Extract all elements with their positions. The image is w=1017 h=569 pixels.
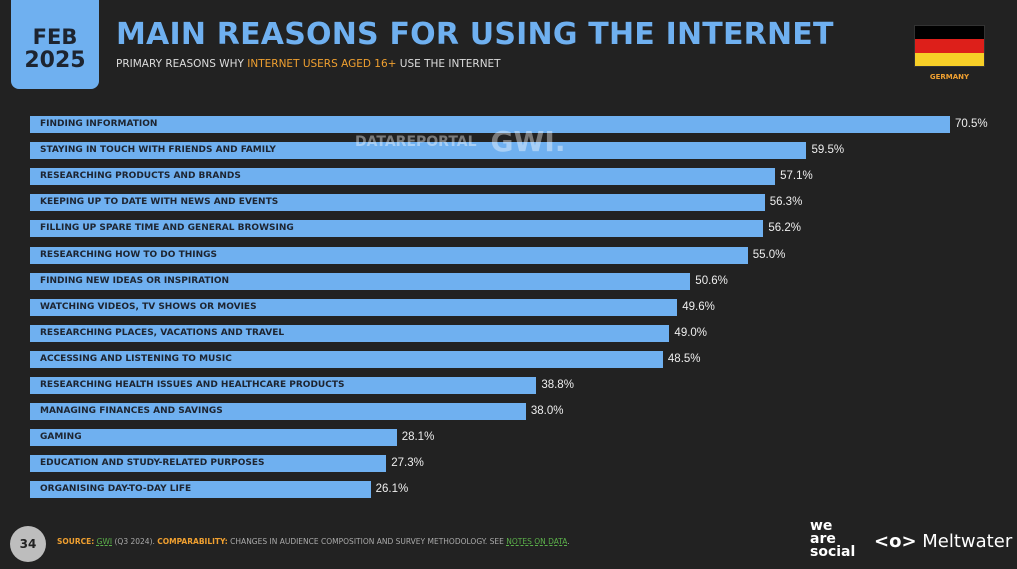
value-label: 38.0% [530, 405, 564, 418]
bar-label: ACCESSING AND LISTENING TO MUSIC [40, 353, 232, 364]
meltwater-logo: <o> Meltwater [874, 531, 1012, 552]
country-label: GERMANY [929, 73, 970, 81]
notes-on-data-link[interactable]: NOTES ON DATA [506, 537, 568, 546]
bar [30, 168, 776, 186]
bar-label: KEEPING UP TO DATE WITH NEWS AND EVENTS [40, 197, 279, 208]
bar [30, 429, 397, 447]
value-label: 49.6% [682, 300, 715, 313]
value-label: 49.0% [674, 326, 708, 339]
bar-label: RESEARCHING PRODUCTS AND BRANDS [40, 171, 241, 182]
source-link[interactable]: GWI [96, 537, 113, 546]
bar [30, 246, 748, 264]
page-subtitle: PRIMARY REASONS WHY INTERNET USERS AGED … [116, 58, 501, 70]
value-label: 50.6% [695, 274, 728, 287]
bar-label: FINDING NEW IDEAS OR INSPIRATION [40, 275, 230, 286]
value-label: 38.8% [541, 379, 574, 391]
bar [30, 116, 950, 133]
bar [30, 377, 537, 394]
value-label: 56.3% [769, 196, 803, 209]
page-title: MAIN REASONS FOR USING THE INTERNET [116, 17, 834, 52]
footer-source: SOURCE: GWI (Q3 2024). COMPARABILITY: CH… [57, 537, 570, 546]
bar-label: RESEARCHING HEALTH ISSUES AND HEALTHCARE… [40, 380, 345, 390]
bar-label: RESEARCHING HOW TO DO THINGS [40, 249, 217, 260]
logo-are: are [810, 531, 836, 547]
subtitle-highlight: INTERNET USERS AGED 16+ [247, 58, 397, 70]
bar-label: EDUCATION AND STUDY-RELATED PURPOSES [40, 458, 265, 469]
date-month: FEB [32, 25, 78, 49]
comparability-text: CHANGES IN AUDIENCE COMPOSITION AND SURV… [227, 537, 507, 546]
date-year: 2025 [24, 48, 86, 73]
footer-end: . [567, 537, 570, 546]
bar-label: FINDING INFORMATION [40, 119, 158, 129]
value-label: 56.2% [768, 222, 801, 235]
we-are-social-logo: we are social [810, 518, 856, 560]
logo-social: social [810, 544, 856, 560]
bar [30, 142, 807, 160]
bar [30, 324, 670, 342]
value-label: 57.1% [780, 170, 813, 183]
value-label: 55.0% [752, 248, 786, 261]
logo-we: we [810, 518, 833, 534]
page-number: 34 [10, 526, 46, 562]
meltwater-icon: <o> [874, 531, 917, 552]
bar-label: ORGANISING DAY-TO-DAY LIFE [40, 484, 192, 495]
value-label: 27.3% [391, 457, 424, 470]
subtitle-post: USE THE INTERNET [396, 58, 501, 70]
value-label: 28.1% [401, 431, 435, 444]
bar [30, 194, 765, 212]
bar-label: FILLING UP SPARE TIME AND GENERAL BROWSI… [40, 223, 294, 234]
bar [30, 455, 387, 473]
value-label: 48.5% [667, 352, 701, 365]
meltwater-text: Meltwater [922, 531, 1013, 552]
comparability-label: COMPARABILITY: [157, 537, 228, 546]
value-label: 59.5% [811, 144, 845, 157]
value-label: 70.5% [955, 118, 988, 130]
bar [30, 272, 691, 290]
bar-label: WATCHING VIDEOS, TV SHOWS OR MOVIES [40, 301, 257, 312]
bar [30, 481, 371, 499]
source-detail: (Q3 2024). [112, 537, 158, 546]
bar [30, 350, 663, 368]
subtitle-pre: PRIMARY REASONS WHY [116, 58, 248, 70]
bar [30, 220, 764, 238]
germany-flag-icon [914, 25, 985, 67]
date-badge: FEB 2025 [11, 0, 99, 89]
bar-label: STAYING IN TOUCH WITH FRIENDS AND FAMILY [40, 145, 276, 156]
bar [30, 298, 678, 316]
value-label: 26.1% [375, 483, 409, 496]
bar-label: MANAGING FINANCES AND SAVINGS [40, 406, 223, 417]
bar [30, 403, 526, 421]
source-label: SOURCE: [57, 537, 95, 546]
bar-label: RESEARCHING PLACES, VACATIONS AND TRAVEL [40, 327, 285, 338]
bar-label: GAMING [40, 432, 82, 443]
